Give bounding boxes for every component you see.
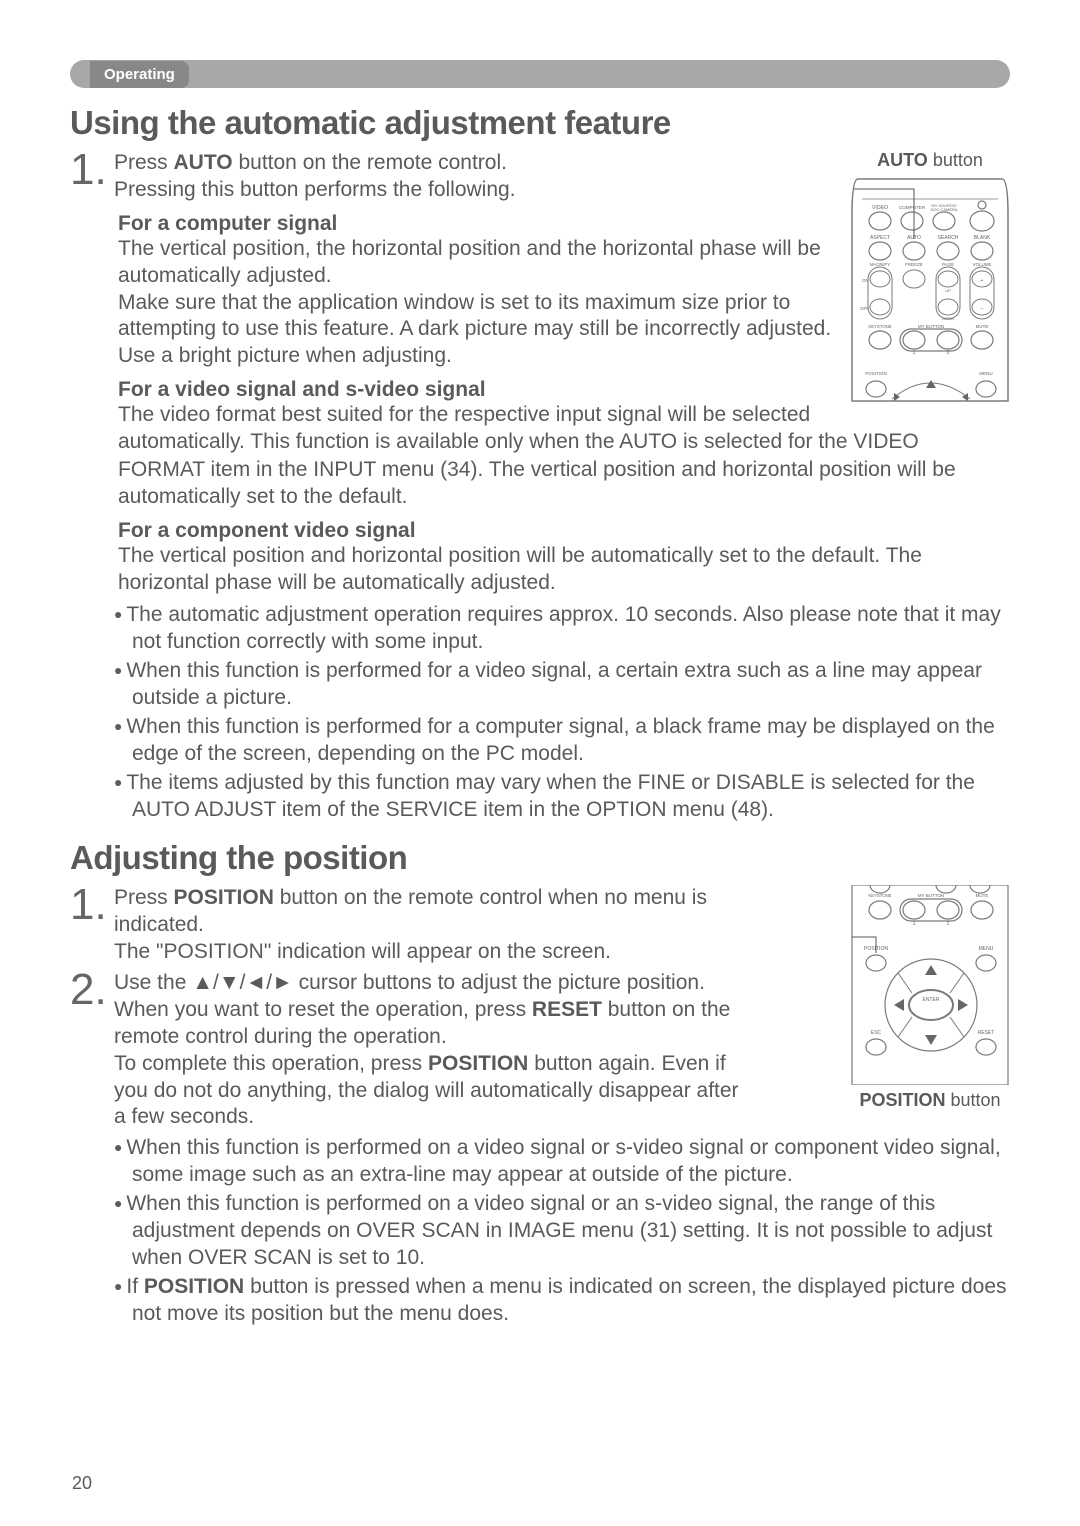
svg-text:ON: ON [862,278,869,283]
auto-bullets: The automatic adjustment operation requi… [114,602,1010,823]
svg-text:RESET: RESET [978,1030,995,1036]
pos-step-number-2: 2. [70,970,114,1010]
pos-bullets: When this function is performed on a vid… [114,1135,1010,1327]
remote-svg-position: KEYSTONE MY BUTTON MUTE 1 2 POSITION MEN… [850,885,1010,1085]
svg-text:MENU: MENU [979,371,992,376]
svg-text:KEYSTONE: KEYSTONE [868,893,891,898]
step-number-1: 1. [70,150,114,190]
svg-text:1: 1 [913,350,916,356]
svg-text:ENTER: ENTER [923,997,940,1003]
svg-text:MUTE: MUTE [976,324,989,329]
svg-text:ASPECT: ASPECT [870,235,890,241]
svg-text:2: 2 [947,921,950,927]
svg-text:FREEZE: FREEZE [905,262,923,267]
svg-text:BLANK: BLANK [974,235,991,241]
caption-auto-suffix: button [933,150,983,170]
remote-illustration-auto: AUTO button VIDEO COMPUTER MY SOURCE/ DO… [850,150,1010,410]
section-tab-label: Operating [90,61,189,88]
auto-bullet-4: The items adjusted by this function may … [114,770,1010,824]
svg-text:MENU: MENU [979,946,994,952]
svg-text:−: − [981,306,984,312]
auto-bullet-1: The automatic adjustment operation requi… [114,602,1010,656]
svg-text:UP: UP [945,288,951,293]
svg-text:VOLUME: VOLUME [972,262,991,267]
svg-text:MUTE: MUTE [976,893,989,898]
pos-step2-text: Use the ▲/▼/◄/► cursor buttons to adjust… [114,970,754,1131]
remote-svg-auto: VIDEO COMPUTER MY SOURCE/ DOC.CAMERA ASP… [850,175,1010,405]
pos-bullet-1: When this function is performed on a vid… [114,1135,1010,1189]
pos-step-number-1: 1. [70,885,114,925]
svg-text:MAGNIFY: MAGNIFY [870,262,891,267]
svg-text:ESC: ESC [871,1030,882,1036]
svg-text:MY BUTTON: MY BUTTON [918,893,944,898]
pos-step1-text: Press POSITION button on the remote cont… [114,885,754,966]
svg-text:PAGE: PAGE [942,262,954,267]
for-video-text: The video format best suited for the res… [118,402,1010,511]
svg-text:DOWN: DOWN [942,317,954,321]
svg-text:SEARCH: SEARCH [938,235,959,241]
auto-bullet-3: When this function is performed for a co… [114,714,1010,768]
caption-auto-bold: AUTO [877,150,928,170]
svg-text:COMPUTER: COMPUTER [899,205,926,210]
svg-text:+: + [981,278,984,284]
pos-bullet-2: When this function is performed on a vid… [114,1191,1010,1272]
section-tab: Operating [70,60,1010,88]
caption-position-bold: POSITION [859,1090,945,1110]
pos-bullet-3: If POSITION button is pressed when a men… [114,1274,1010,1328]
caption-position-suffix: button [950,1090,1000,1110]
auto-bullet-2: When this function is performed for a vi… [114,658,1010,712]
svg-text:1: 1 [913,921,916,927]
svg-text:OFF: OFF [860,306,869,311]
svg-text:DOC.CAMERA: DOC.CAMERA [930,207,957,212]
remote-illustration-position: KEYSTONE MY BUTTON MUTE 1 2 POSITION MEN… [850,885,1010,1115]
svg-text:VIDEO: VIDEO [872,205,888,211]
for-component-text: The vertical position and horizontal pos… [118,543,1010,597]
heading-adjust-position: Adjusting the position [70,839,1010,877]
svg-text:MY BUTTON: MY BUTTON [918,324,944,329]
svg-text:2: 2 [947,350,950,356]
page-number: 20 [72,1473,92,1494]
svg-text:KEYSTONE: KEYSTONE [868,324,891,329]
heading-auto-adjust: Using the automatic adjustment feature [70,104,1010,142]
svg-text:POSITION: POSITION [865,371,887,376]
for-component-heading: For a component video signal [118,519,1010,543]
step1-text: Press AUTO button on the remote control.… [114,150,516,204]
